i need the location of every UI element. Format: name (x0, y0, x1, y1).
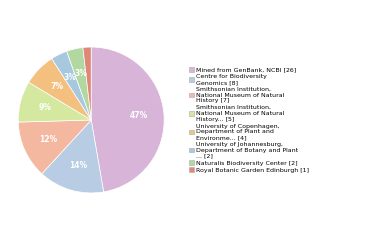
Wedge shape (29, 59, 91, 120)
Wedge shape (18, 120, 91, 174)
Wedge shape (66, 48, 91, 120)
Wedge shape (52, 51, 91, 120)
Wedge shape (42, 120, 104, 193)
Wedge shape (83, 47, 91, 120)
Wedge shape (91, 47, 164, 192)
Text: 7%: 7% (51, 83, 64, 91)
Text: 14%: 14% (69, 161, 87, 170)
Text: 9%: 9% (39, 103, 52, 113)
Wedge shape (18, 82, 91, 122)
Text: 3%: 3% (64, 73, 77, 82)
Text: 3%: 3% (74, 69, 87, 78)
Legend: Mined from GenBank, NCBI [26], Centre for Biodiversity
Genomics [8], Smithsonian: Mined from GenBank, NCBI [26], Centre fo… (189, 67, 309, 173)
Text: 12%: 12% (39, 135, 57, 144)
Text: 47%: 47% (129, 111, 147, 120)
